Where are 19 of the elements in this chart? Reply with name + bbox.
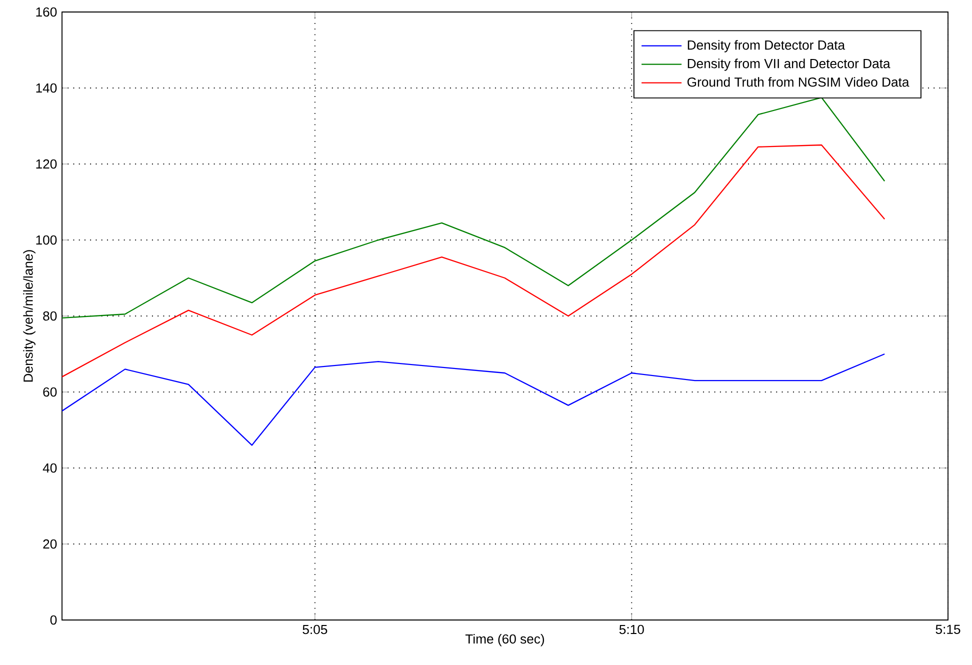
y-tick-label: 20 [43,539,57,549]
y-axis-title: Density (veh/mile/lane) [23,250,36,382]
y-tick-label: 60 [43,387,57,397]
y-tick-label: 160 [36,7,57,17]
x-tick-label: 5:05 [302,624,328,634]
y-tick-label: 40 [42,463,57,473]
x-axis-title: Time (60 sec) [465,634,544,646]
x-tick-label: 5:10 [619,624,644,634]
y-tick-label: 140 [36,83,57,93]
x-tick-label: 5:15 [936,624,960,634]
y-tick-label: 120 [36,159,57,169]
line-series [62,144,886,378]
legend-label: Density from Detector Data [688,40,846,52]
y-tick-label: 0 [50,615,57,625]
legend-label: Density from VII and Detector Data [688,58,890,71]
legend-label: Ground Truth from NGSIM Video Data [687,77,910,87]
y-tick-label: 80 [43,311,57,321]
y-tick-label: 100 [36,235,57,245]
line-series [62,96,886,318]
